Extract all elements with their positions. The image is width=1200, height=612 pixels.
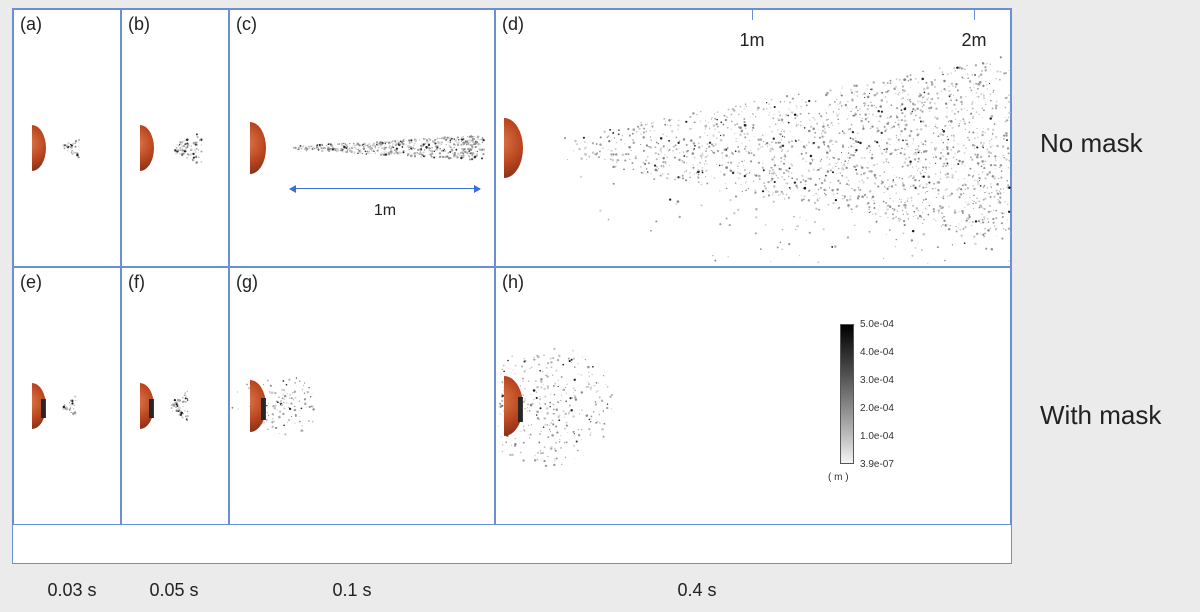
time-label: 0.1 s: [332, 580, 371, 601]
colorbar-bar: [840, 324, 854, 464]
row-label-withmask: With mask: [1040, 400, 1161, 431]
colorbar-tick-label: 1.0e-04: [860, 431, 894, 442]
row-label-nomask: No mask: [1040, 128, 1143, 159]
colorbar-tick-label: 3.0e-04: [860, 375, 894, 386]
time-axis: 0.03 s 0.05 s 0.1 s 0.4 s: [12, 576, 1012, 606]
colorbar-tick-label: 5.0e-04: [860, 319, 894, 330]
panel-c: (c)1m: [229, 9, 495, 267]
colorbar-tick-label: 2.0e-04: [860, 403, 894, 414]
mask-icon: [518, 397, 523, 422]
distance-tick: [752, 10, 753, 20]
distance-marker: 2m: [961, 30, 986, 51]
mask-icon: [149, 399, 154, 418]
colorbar: 5.0e-044.0e-043.0e-042.0e-041.0e-043.9e-…: [840, 324, 930, 494]
figure-grid: (a)(e)(b)(f)(c)1m(g)(d)1m2m(h)5.0e-044.0…: [12, 8, 1012, 564]
panel-a: (a): [13, 9, 121, 267]
time-label: 0.05 s: [149, 580, 198, 601]
figure-grid-wrap: (a)(e)(b)(f)(c)1m(g)(d)1m2m(h)5.0e-044.0…: [12, 8, 1012, 564]
distance-label: 1m: [374, 202, 396, 220]
panel-f: (f): [121, 267, 229, 525]
panel-h: (h)5.0e-044.0e-043.0e-042.0e-041.0e-043.…: [495, 267, 1011, 525]
colorbar-unit: ( m ): [828, 472, 849, 483]
particle-plume: [122, 268, 230, 526]
particle-plume: [14, 10, 122, 268]
particle-plume: [230, 268, 496, 526]
particle-plume: [230, 10, 496, 268]
mask-icon: [41, 399, 46, 418]
panel-b: (b): [121, 9, 229, 267]
distance-arrow-1m: [290, 188, 480, 189]
time-label: 0.03 s: [47, 580, 96, 601]
particle-plume: [496, 268, 1012, 526]
particle-plume: [122, 10, 230, 268]
distance-tick: [974, 10, 975, 20]
time-label: 0.4 s: [677, 580, 716, 601]
panel-g: (g): [229, 267, 495, 525]
colorbar-tick-label: 3.9e-07: [860, 459, 894, 470]
colorbar-tick-label: 4.0e-04: [860, 347, 894, 358]
panel-d: (d)1m2m: [495, 9, 1011, 267]
distance-marker: 1m: [739, 30, 764, 51]
mask-icon: [261, 398, 266, 420]
particle-plume: [14, 268, 122, 526]
panel-e: (e): [13, 267, 121, 525]
